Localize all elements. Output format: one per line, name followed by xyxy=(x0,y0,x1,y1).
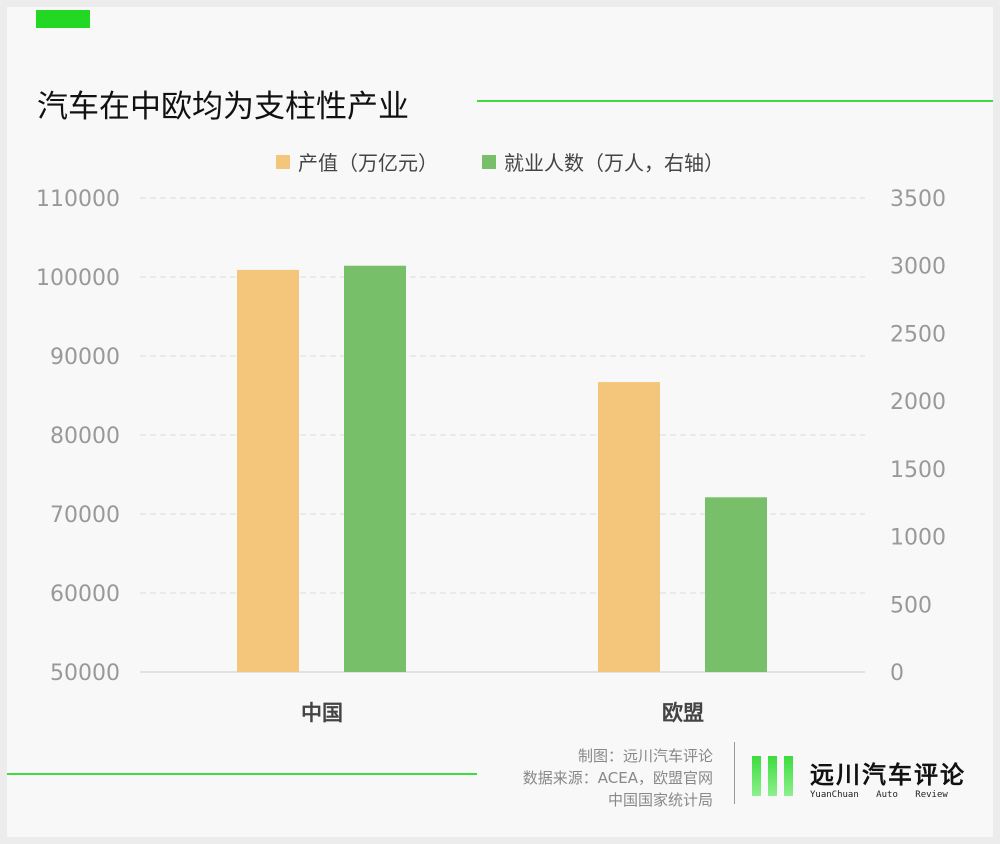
chart-title: 汽车在中欧均为支柱性产业 xyxy=(37,89,409,125)
left-tick-label: 80000 xyxy=(50,424,120,449)
logo-subtext: YuanChuan Auto Review xyxy=(810,790,948,800)
logo-text: 远川汽车评论 xyxy=(810,761,966,789)
credits: 制图：远川汽车评论 数据来源：ACEA，欧盟官网 中国国家统计局 xyxy=(523,745,713,811)
legend-item-output: 产值（万亿元） xyxy=(276,147,438,176)
bar-output xyxy=(598,382,660,672)
left-tick-label: 110000 xyxy=(36,187,120,212)
title-rule xyxy=(477,100,993,102)
category-label: 欧盟 xyxy=(662,701,704,725)
right-tick-label: 1500 xyxy=(890,458,946,483)
left-tick-label: 70000 xyxy=(50,503,120,528)
category-label: 中国 xyxy=(301,701,343,725)
left-tick-label: 90000 xyxy=(50,345,120,370)
legend-item-employment: 就业人数（万人，右轴） xyxy=(482,147,724,176)
source-text-2: 中国国家统计局 xyxy=(607,791,713,809)
legend-label: 产值（万亿元） xyxy=(298,151,438,175)
divider xyxy=(734,742,735,804)
bar-employment xyxy=(344,265,406,672)
legend-swatch xyxy=(276,154,290,169)
legend-label: 就业人数（万人，右轴） xyxy=(504,151,724,175)
left-tick-label: 100000 xyxy=(36,266,120,291)
source-text: 数据来源：ACEA，欧盟官网 xyxy=(522,769,713,787)
accent-tag xyxy=(36,10,90,28)
footer-rule xyxy=(7,773,477,775)
right-tick-label: 3000 xyxy=(890,255,946,280)
legend-swatch xyxy=(482,154,496,169)
plot-area: 50000 60000 70000 80000 90000 100000 110000 0 50… xyxy=(36,187,946,725)
left-tick-label: 60000 xyxy=(50,582,120,607)
right-tick-label: 1000 xyxy=(890,526,946,551)
left-tick-label: 50000 xyxy=(50,661,120,686)
logo-bars-icon xyxy=(752,755,800,800)
bar-employment xyxy=(705,497,767,672)
right-tick-label: 3500 xyxy=(890,187,946,212)
right-tick-label: 500 xyxy=(890,593,932,618)
logo: 远川汽车评论 YuanChuan Auto Review xyxy=(752,755,966,800)
credit-text: 制图：远川汽车评论 xyxy=(577,747,713,765)
chart-card: 汽车在中欧均为支柱性产业 产值（万亿元） 就业人数（万人，右轴） 50000 60… xyxy=(7,7,993,837)
legend: 产值（万亿元） 就业人数（万人，右轴） xyxy=(7,147,993,176)
right-tick-label: 2500 xyxy=(890,322,946,347)
right-tick-label: 0 xyxy=(890,661,904,686)
right-tick-label: 2000 xyxy=(890,390,946,415)
bar-output xyxy=(237,269,299,672)
